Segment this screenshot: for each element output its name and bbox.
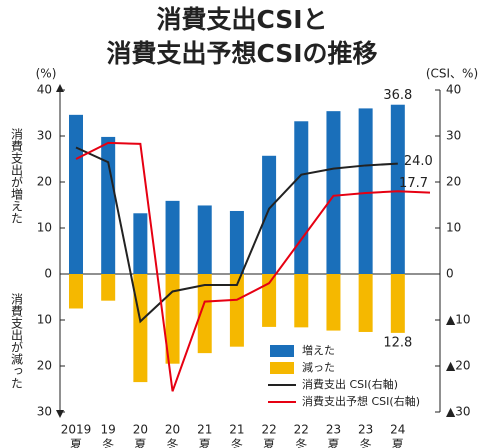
bar	[262, 155, 277, 274]
y-label: 消費支出が減った	[10, 293, 24, 389]
bar	[229, 274, 244, 347]
bar	[101, 136, 116, 274]
x-tick-label: 冬	[360, 437, 372, 448]
legend-label: 増えた	[302, 344, 335, 357]
x-tick-label: 24	[390, 423, 405, 437]
x-tick-label: 21	[229, 423, 244, 437]
y2-tick-label: 10	[446, 221, 461, 235]
y2-tick-label: ▲20	[446, 359, 471, 373]
x-tick-label: 23	[358, 423, 373, 437]
y-tick-label: 20	[37, 175, 52, 189]
x-tick-label: 夏	[134, 438, 146, 448]
y-unit: (%)	[36, 67, 57, 81]
bar	[390, 274, 405, 333]
y2-tick-label: 0	[446, 267, 454, 281]
bar	[165, 200, 180, 274]
y2-unit: (CSI、%)	[426, 67, 478, 81]
x-tick-label: 夏	[70, 438, 82, 448]
x-tick-label: 冬	[231, 437, 243, 448]
y-tick-label: 10	[37, 221, 52, 235]
bar	[101, 274, 116, 301]
legend-label: 消費支出予想 CSI(右軸)	[302, 394, 420, 408]
x-tick-label: 2019	[61, 423, 92, 437]
chart-title: 消費支出CSIと	[156, 5, 327, 34]
y2-tick-label: 30	[446, 129, 461, 143]
x-tick-label: 夏	[327, 438, 339, 448]
x-tick-label: 冬	[102, 437, 114, 448]
bar	[358, 274, 373, 332]
x-tick-label: 21	[197, 423, 212, 437]
chart-title: 消費支出予想CSIの推移	[106, 39, 377, 68]
bar	[133, 274, 148, 383]
x-tick-label: 20	[133, 423, 148, 437]
bar	[69, 114, 83, 274]
y2-tick-label: ▲30	[446, 405, 471, 419]
y2-tick-label: 40	[446, 83, 461, 97]
y-tick-label: 20	[37, 359, 52, 373]
bar	[197, 274, 212, 354]
y2-tick-label: 20	[446, 175, 461, 189]
bar	[390, 104, 405, 274]
data-label: 36.8	[383, 88, 412, 103]
data-label: 17.7	[399, 176, 428, 191]
bar	[326, 274, 341, 331]
data-label: 12.8	[383, 335, 412, 350]
y-tick-label: 30	[37, 405, 52, 419]
x-tick-label: 23	[326, 423, 341, 437]
x-tick-label: 夏	[199, 438, 211, 448]
data-label: 24.0	[404, 154, 433, 169]
bar	[133, 213, 148, 274]
bar	[69, 274, 83, 309]
legend-swatch	[270, 362, 294, 374]
x-tick-label: 22	[294, 423, 309, 437]
y-tick-label: 40	[37, 83, 52, 97]
bar	[262, 274, 277, 327]
bar	[197, 205, 212, 274]
x-tick-label: 22	[261, 423, 276, 437]
y-label: 消費支出が増えた	[10, 128, 24, 224]
x-tick-label: 夏	[392, 438, 404, 448]
line	[75, 146, 398, 324]
bar	[294, 121, 309, 274]
y-tick-label: 10	[37, 313, 52, 327]
y-tick-label: 30	[37, 129, 52, 143]
legend-label: 消費支出 CSI(右軸)	[302, 377, 398, 391]
x-tick-label: 19	[101, 423, 116, 437]
bar	[229, 210, 244, 274]
y2-tick-label: ▲10	[446, 313, 471, 327]
bar	[358, 108, 373, 275]
bar	[165, 274, 180, 364]
x-tick-label: 夏	[263, 438, 275, 448]
x-tick-label: 冬	[295, 437, 307, 448]
legend-label: 減った	[302, 360, 335, 374]
x-tick-label: 冬	[167, 437, 179, 448]
bar	[294, 274, 309, 328]
x-tick-label: 20	[165, 423, 180, 437]
legend-swatch	[270, 345, 294, 357]
y-tick-label: 0	[44, 267, 52, 281]
bar	[326, 111, 341, 274]
line	[75, 141, 431, 392]
